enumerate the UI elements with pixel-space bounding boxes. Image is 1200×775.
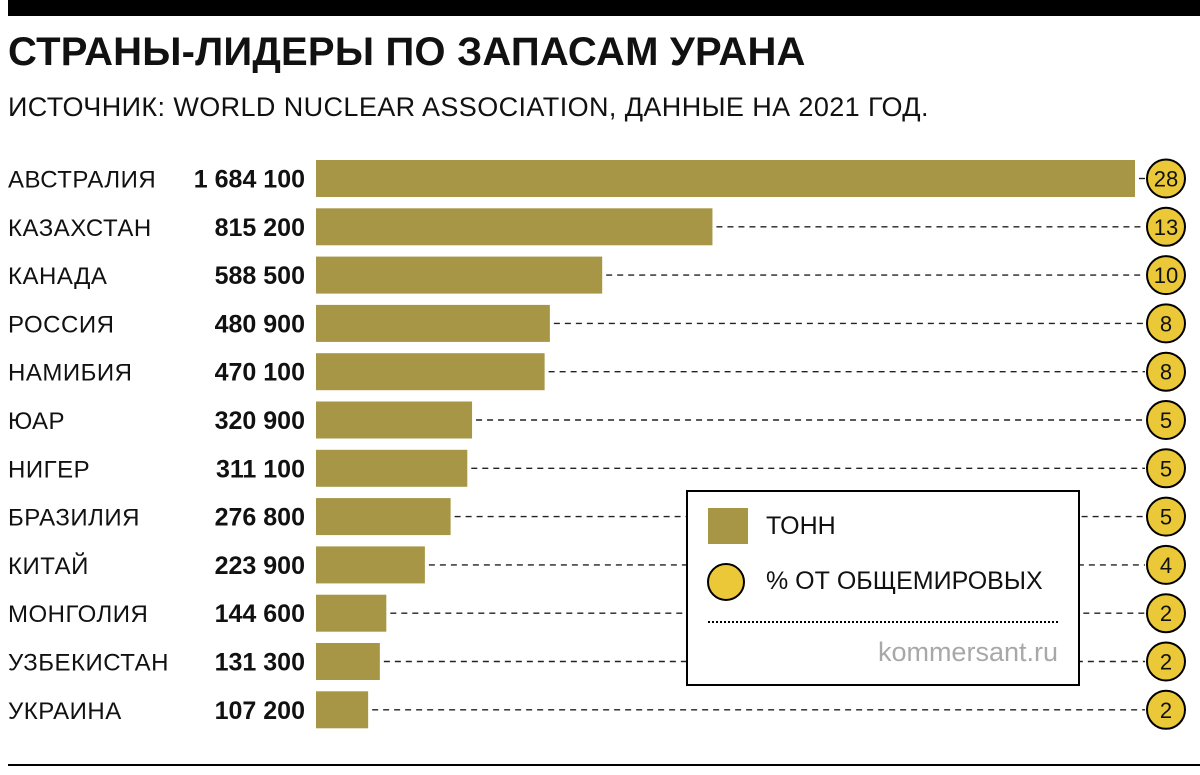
value-label: 223 900 [215,552,305,580]
value-label: 480 900 [215,310,305,338]
percent-label: 5 [1160,408,1172,433]
value-label: 107 200 [215,697,305,725]
chart-subtitle: ИСТОЧНИК: WORLD NUCLEAR ASSOCIATION, ДАН… [8,92,929,122]
category-label: АВСТРАЛИЯ [8,167,156,194]
percent-label: 4 [1160,553,1172,578]
legend-divider [708,621,1058,623]
category-label: КАНАДА [8,263,107,290]
percent-label: 2 [1160,698,1172,723]
source-site: kommersant.ru [877,637,1058,667]
percent-circle [1146,544,1186,585]
percent-circle [1146,641,1186,682]
bar [316,256,603,294]
percent-label: 10 [1154,263,1178,288]
percent-circle [1146,303,1186,344]
value-label: 588 500 [215,262,305,290]
category-label: УЗБЕКИСТАН [8,650,169,677]
bar [316,449,468,487]
bar [316,691,369,729]
percent-circle [1146,593,1186,634]
category-label: НИГЕР [8,456,90,483]
value-label: 144 600 [215,600,305,628]
percent-label: 13 [1154,215,1178,240]
value-label: 131 300 [215,649,305,677]
category-label: УКРАИНА [8,698,122,725]
percent-circle [1146,496,1186,537]
chart-title: СТРАНЫ-ЛИДЕРЫ ПО ЗАПАСАМ УРАНА [8,30,806,74]
legend-bar-label: ТОНН [766,512,836,540]
percent-label: 28 [1154,167,1178,192]
bar [316,498,451,536]
percent-label: 2 [1160,601,1172,626]
value-label: 276 800 [215,504,305,532]
legend-bar-swatch [708,508,748,544]
value-label: 815 200 [215,214,305,242]
bar [316,401,473,439]
percent-circle [1146,351,1186,392]
percent-circle [1146,206,1186,247]
category-label: РОССИЯ [8,311,114,338]
value-label: 320 900 [215,407,305,435]
category-label: БРАЗИЛИЯ [8,505,140,532]
category-label: КАЗАХСТАН [8,215,152,242]
bar [316,304,550,342]
bottom-rule [8,764,1200,766]
percent-label: 5 [1160,456,1172,481]
category-label: КИТАЙ [8,552,89,580]
bar [316,353,545,391]
bar [316,160,1135,197]
category-label: НАМИБИЯ [8,360,132,387]
legend-circle-label: % ОТ ОБЩЕМИРОВЫХ [766,567,1043,595]
percent-circle [1146,689,1186,730]
percent-label: 8 [1160,311,1172,336]
category-label: ЮАР [8,408,65,435]
legend: ТОНН % ОТ ОБЩЕМИРОВЫХ kommersant.ru [686,490,1080,686]
bar [316,594,387,632]
value-label: 311 100 [216,455,305,483]
value-label: 470 100 [215,359,305,387]
percent-circle [1146,400,1186,440]
percent-circle [1146,158,1186,199]
bar [316,643,380,680]
percent-label: 8 [1160,360,1172,385]
bar [316,546,425,584]
top-rule [8,0,1200,16]
percent-circle [1146,448,1186,489]
bar [316,208,713,246]
category-label: МОНГОЛИЯ [8,601,148,628]
percent-label: 5 [1160,505,1172,530]
value-label: 1 684 100 [194,166,305,194]
percent-label: 2 [1160,650,1172,675]
percent-circle [1146,255,1186,296]
legend-circle-swatch [707,563,745,601]
